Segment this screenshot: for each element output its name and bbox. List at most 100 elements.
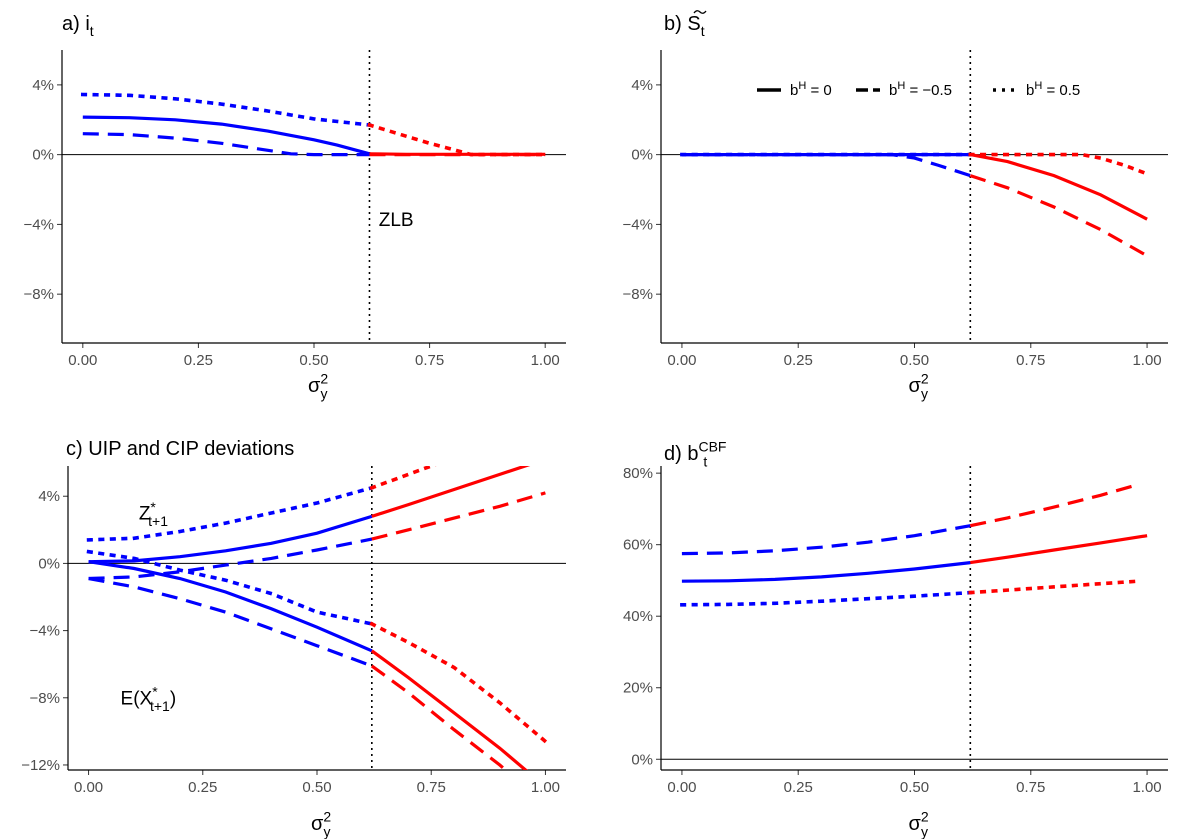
panel-c-series	[86, 466, 548, 770]
series-dashed-pre-zlb	[681, 153, 971, 178]
y-tick-label: 40%	[623, 608, 653, 625]
x-axis-title-sub: y	[323, 824, 330, 839]
series-dashed-pre-zlb	[82, 132, 370, 157]
y-tick-label: 0%	[631, 147, 653, 164]
series-solid-pre-zlb	[88, 560, 373, 653]
x-axis-title-base: σ	[308, 375, 321, 397]
y-tick-label: 60%	[623, 537, 653, 554]
series-dashed-post-zlb	[370, 664, 508, 770]
panel-d-title-sup: CBF	[698, 439, 726, 455]
y-tick-label: −4%	[24, 216, 54, 233]
series-dotted-pre-zlb	[86, 485, 375, 542]
panel-d-series	[680, 483, 1148, 607]
legend-label-solid: bH = 0	[790, 80, 832, 99]
panel-a-title: a) it	[62, 13, 94, 39]
annotation-c-1: E(X* t+1)	[121, 684, 177, 714]
y-tick-label: 4%	[631, 77, 653, 94]
series-dotted-post-zlb	[367, 122, 547, 157]
legend-label-sup: H	[1034, 80, 1042, 92]
y-tick-label: −8%	[30, 690, 60, 707]
series-solid-post-zlb	[970, 534, 1148, 565]
panel-b-title: b) St	[664, 13, 705, 39]
panel-b-tilde	[693, 10, 707, 14]
x-axis-title-sup: 2	[320, 371, 328, 387]
panel-c-title-base: c) UIP and CIP deviations	[66, 438, 294, 460]
y-tick-label: −4%	[623, 216, 653, 233]
series-dotted-pre-zlb	[80, 92, 372, 127]
annotation-c-0: Z* t+1	[139, 499, 168, 529]
legend-label-sup: H	[897, 80, 905, 92]
x-tick-label: 0.25	[784, 352, 813, 369]
legend-label-rest: = −0.5	[905, 82, 952, 99]
x-tick-label: 1.00	[1132, 779, 1161, 796]
x-axis-title-sup: 2	[921, 371, 929, 387]
annotation-c-1-sup: *	[152, 684, 158, 700]
panel-a-title-base: i	[85, 13, 89, 35]
series-solid-post-zlb	[370, 649, 529, 770]
panel-d-title-base: b	[687, 443, 698, 465]
series-dashed-pre-zlb	[88, 576, 373, 668]
panel-d-title: d) bCBF t	[664, 439, 726, 470]
x-tick-label: 0.00	[74, 779, 103, 796]
y-tick-label: 4%	[32, 77, 54, 94]
series-dashed-post-zlb	[969, 174, 1148, 258]
x-tick-label: 0.25	[784, 779, 813, 796]
panel-b-title-sub: t	[701, 23, 705, 39]
panel-a-title-prefix: a)	[62, 13, 85, 35]
legend-label-rest: = 0.5	[1042, 82, 1080, 99]
x-axis-title-base: σ	[311, 813, 324, 835]
series-dashed-pre-zlb	[681, 524, 971, 556]
annotation-c-1-suffix: )	[170, 688, 176, 709]
annotation-c-1-sub: t+1	[150, 698, 170, 714]
y-tick-label: −4%	[30, 623, 60, 640]
x-axis-title: σ2 y	[308, 371, 328, 402]
panel-b-series	[680, 152, 1150, 258]
panel-a-title-sub: t	[90, 23, 94, 39]
x-axis-title-base: σ	[909, 813, 922, 835]
legend-label-base: b	[889, 82, 897, 99]
y-tick-label: −8%	[24, 286, 54, 303]
x-tick-label: 0.75	[1016, 352, 1045, 369]
panel-d-title-prefix: d)	[664, 443, 687, 465]
y-tick-label: −8%	[623, 286, 653, 303]
legend-label-sup: H	[798, 80, 806, 92]
annotation-c-0-sup: *	[150, 499, 156, 515]
series-dotted-post-zlb	[968, 579, 1140, 595]
x-axis-title-sub: y	[921, 824, 928, 839]
annotation-a-0: ZLB	[379, 210, 414, 231]
series-dotted-post-zlb	[369, 621, 548, 744]
x-tick-label: 0.50	[302, 779, 331, 796]
x-tick-label: 0.50	[900, 352, 929, 369]
panel-d: d) bCBF t 80% 60% 40% 20% 0% 0.00 0.25 0.50 0.75 1.…	[623, 439, 1168, 839]
legend-label-base: b	[1026, 82, 1034, 99]
panel-a-series	[80, 92, 547, 157]
series-dashed-post-zlb	[969, 483, 1139, 528]
x-tick-label: 0.00	[667, 779, 696, 796]
legend-label-base: b	[790, 82, 798, 99]
legend-label-dashed: bH = −0.5	[889, 80, 952, 99]
series-dashed-post-zlb	[371, 491, 546, 541]
series-solid-post-zlb	[371, 466, 531, 518]
y-tick-label: 4%	[38, 488, 60, 505]
x-tick-label: 1.00	[1132, 352, 1161, 369]
x-tick-label: 0.75	[415, 352, 444, 369]
x-axis-title-sup: 2	[921, 809, 929, 825]
x-tick-label: 0.25	[184, 352, 213, 369]
x-tick-label: 0.00	[68, 352, 97, 369]
y-tick-label: 20%	[623, 680, 653, 697]
series-dotted-post-zlb	[968, 152, 1150, 177]
x-tick-label: 1.00	[531, 352, 560, 369]
panel-b-title-base: S	[687, 13, 700, 35]
x-tick-label: 0.50	[299, 352, 328, 369]
x-axis-title-base: σ	[909, 375, 922, 397]
annotation-c-0-sub: t+1	[148, 513, 168, 529]
x-tick-label: 0.00	[667, 352, 696, 369]
legend: bH = 0 bH = −0.5 bH = 0.5	[757, 80, 1080, 99]
x-axis-title: σ2 y	[909, 371, 929, 402]
panel-c: c) UIP and CIP deviations 4% 0% −4% −8% −12% 0…	[21, 438, 566, 839]
x-tick-label: 0.50	[900, 779, 929, 796]
x-tick-label: 1.00	[531, 779, 560, 796]
series-solid-pre-zlb	[88, 514, 373, 564]
